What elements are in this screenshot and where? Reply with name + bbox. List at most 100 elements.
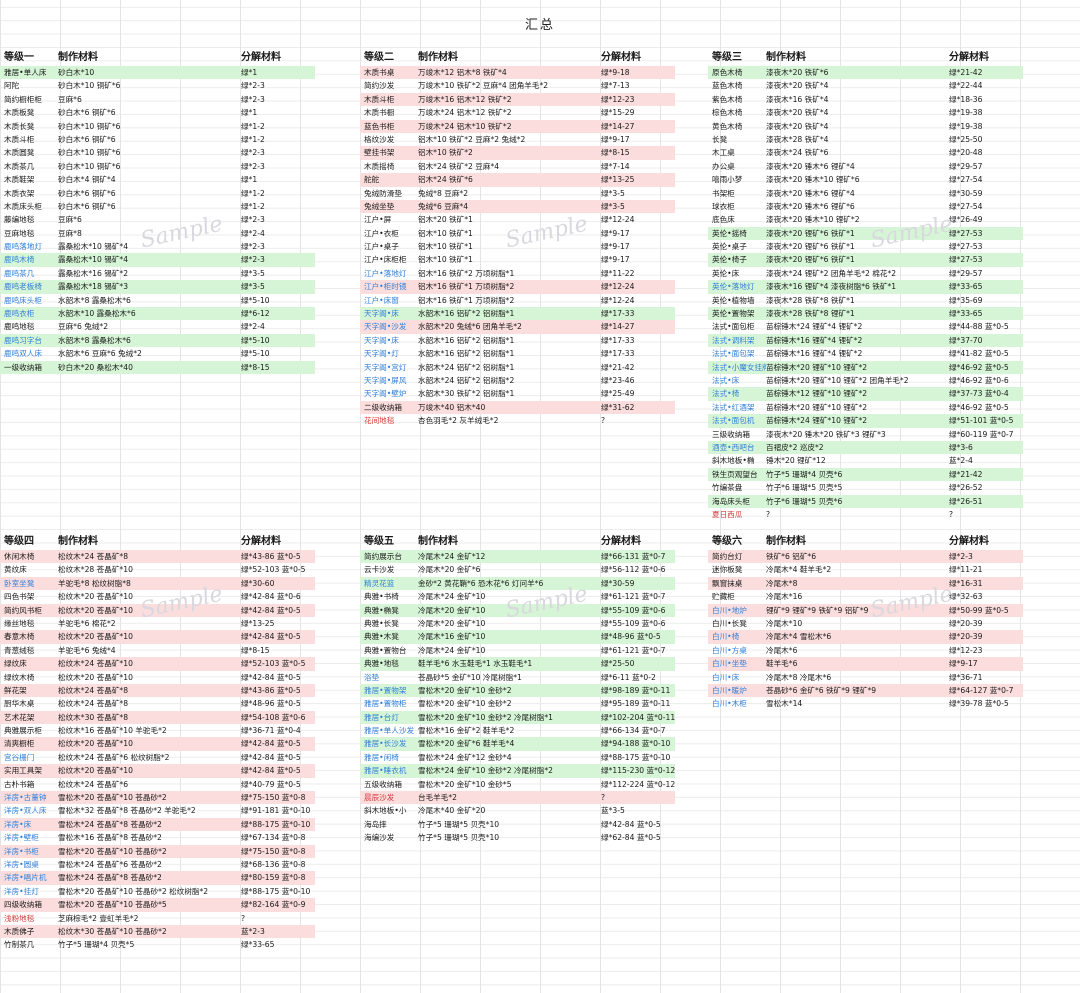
table-row[interactable]: 木质斗柜 砂白木*6 铜矿*6 绿*1-2 [0, 133, 315, 146]
table-row[interactable]: 木质长凳 砂白木*10 铜矿*6 绿*1-2 [0, 120, 315, 133]
table-row[interactable]: 英伦•床 漆夜木*24 锂矿*2 团角羊毛*2 棉花*2 绿*29-57 [708, 267, 1023, 280]
table-row[interactable]: 二级收纳箱 万竣木*40 铝木*40 绿*31-62 [360, 400, 675, 415]
table-row[interactable]: 天字阁•床 水韶木*16 铝矿*2 铝树脂*1 绿*17-33 [360, 334, 675, 347]
table-row[interactable]: 鹿鸣床头柜 水韶木*8 露桑松木*6 绿*5-10 [0, 294, 315, 307]
table-row[interactable]: 法式•调料架 苗棕锤木*16 锂矿*4 锂矿*2 绿*37-70 [708, 333, 1023, 348]
table-row[interactable]: 棕色木椅 漆夜木*20 铁矿*4 绿*19-38 [708, 106, 1023, 119]
table-row[interactable]: 英伦•落地灯 漆夜木*16 锂矿*4 漆夜树脂*6 铁矿*1 绿*33-65 [708, 280, 1023, 294]
table-row[interactable]: 四色书架 松纹木*20 苍晶矿*10 绿*42-84 蓝*0-6 [0, 590, 315, 603]
table-row[interactable]: 白川•木柜 雪松木*14 绿*39-78 蓝*0-5 [708, 697, 1023, 710]
table-row[interactable]: 江户•床柜柜 铝木*10 铁矿*1 绿*9-17 [360, 253, 675, 266]
table-row[interactable]: 英伦•植物墙 漆夜木*28 铁矿*8 铁矿*1 绿*35-69 [708, 294, 1023, 307]
table-row[interactable]: 法式•面包柜 苗棕锤木*24 锂矿*4 锂矿*2 绿*44-88 蓝*0-5 [708, 320, 1023, 333]
table-row[interactable]: 江户•床窗 铝木*16 铁矿*1 万顷树脂*2 绿*12-24 [360, 294, 675, 307]
table-row[interactable]: 艺术花架 松纹木*30 苍晶矿*8 绿*54-108 蓝*0-6 [0, 710, 315, 725]
table-row[interactable]: 休闲木椅 松纹木*24 苍晶矿*8 绿*43-86 蓝*0-5 [0, 550, 315, 564]
table-row[interactable]: 江户•柜时镜 铝木*16 铁矿*1 万顷树脂*2 绿*12-24 [360, 280, 675, 294]
table-row[interactable]: 一级收纳箱 砂白木*20 桑松木*40 绿*8-15 [0, 360, 315, 374]
table-row[interactable]: 壁挂书架 铝木*10 铁矿*2 绿*8-15 [360, 146, 675, 160]
table-row[interactable]: 英伦•置物架 漆夜木*28 铁矿*8 锂矿*1 绿*33-65 [708, 307, 1023, 321]
table-row[interactable]: 竹制茶几 竹子*5 珊瑚*4 贝壳*5 绿*33-65 [0, 938, 315, 951]
table-row[interactable]: 木质摇椅 铝木*24 铁矿*2 豆麻*4 绿*7-14 [360, 160, 675, 173]
table-row[interactable]: 五级收纳箱 雪松木*20 金矿*10 金砂*5 绿*112-224 蓝*0-12 [360, 778, 675, 791]
table-row[interactable]: 鹿鸣习字台 水韶木*8 露桑松木*6 绿*5-10 [0, 333, 315, 348]
table-row[interactable]: 原色木椅 漆夜木*20 铁矿*6 绿*21-42 [708, 66, 1023, 80]
table-row[interactable]: 嘻雨小梦 漆夜木*20 锤木*10 锂矿*6 绿*27-54 [708, 173, 1023, 186]
table-row[interactable]: 江户•屏 铝木*20 铁矿*1 绿*12-24 [360, 213, 675, 226]
table-row[interactable]: 简约风书柜 松纹木*20 苍晶矿*10 绿*42-84 蓝*0-5 [0, 603, 315, 617]
table-row[interactable]: 白川•坐垫 鞋羊毛*6 绿*9-17 [708, 657, 1023, 671]
table-row[interactable]: 鹿鸣落地灯 露桑松木*10 锡矿*4 绿*2-3 [0, 240, 315, 253]
table-row[interactable]: 简约台灯 铁矿*6 铝矿*6 绿*2-3 [708, 550, 1023, 564]
table-row[interactable]: 青葱绒毯 羊驼毛*6 兔绒*4 绿*8-15 [0, 644, 315, 657]
table-row[interactable]: 洋房•古董钟 雪松木*20 苍晶矿*10 苍晶砂*2 绿*75-150 蓝*0-8 [0, 791, 315, 805]
table-row[interactable]: 法式•红酒架 苗棕锤木*20 锂矿*10 锂矿*2 绿*46-92 蓝*0-5 [708, 401, 1023, 414]
table-row[interactable]: 天字阁•屏风 水韶木*24 铝矿*2 铝树脂*2 绿*23-46 [360, 374, 675, 387]
table-row[interactable]: 云卡沙发 冷尾木*20 金矿*6 绿*56-112 蓝*0-6 [360, 563, 675, 576]
table-row[interactable]: 雅居•长沙发 雪松木*20 金矿*6 鞋羊毛*4 绿*94-188 蓝*0-10 [360, 737, 675, 751]
table-row[interactable]: 洋房•双人床 雪松木*32 苍晶矿*8 苍晶砂*2 羊驼毛*2 绿*91-181 蓝… [0, 804, 315, 817]
table-row[interactable]: 绿纹床 松纹木*24 苍晶矿*10 绿*52-103 蓝*0-5 [0, 657, 315, 671]
table-row[interactable]: 木工桌 漆夜木*24 铁矿*6 绿*20-48 [708, 146, 1023, 159]
table-row[interactable]: 天字阁•灯 水韶木*16 铝矿*2 铝树脂*1 绿*17-33 [360, 347, 675, 360]
table-row[interactable]: 英伦•摇椅 漆夜木*20 锂矿*6 铁矿*1 绿*27-53 [708, 226, 1023, 241]
table-row[interactable]: 书架柜 漆夜木*20 锤木*6 锂矿*4 绿*30-59 [708, 187, 1023, 200]
table-row[interactable]: 典雅•长凳 冷尾木*20 金矿*10 绿*55-109 蓝*0-6 [360, 617, 675, 630]
table-row[interactable]: 江户•桌子 铝木*10 铁矿*1 绿*9-17 [360, 240, 675, 253]
table-row[interactable]: 铁生页观望台 竹子*5 珊瑚*4 贝壳*6 绿*21-42 [708, 467, 1023, 482]
table-row[interactable]: 舵舵 铝木*24 铁矿*6 绿*13-25 [360, 173, 675, 187]
table-row[interactable]: 夏日西瓜?? [708, 508, 1023, 521]
table-row[interactable]: 办公桌 漆夜木*20 锤木*6 锂矿*4 绿*29-57 [708, 160, 1023, 173]
table-row[interactable]: 鹿鸣木椅 露桑松木*10 锡矿*4 绿*2-3 [0, 253, 315, 267]
table-row[interactable]: 斜木地板•椭 锤木*20 锂矿*12 蓝*2-4 [708, 454, 1023, 467]
table-row[interactable]: 典雅•书椅 冷尾木*24 金矿*10 绿*61-121 蓝*0-7 [360, 590, 675, 603]
table-row[interactable]: 江户•衣柜 铝木*10 铁矿*1 绿*9-17 [360, 227, 675, 240]
table-row[interactable]: 竹编茶盘 竹子*6 珊瑚*5 贝壳*5 绿*26-52 [708, 481, 1023, 494]
table-row[interactable]: 黄纹床 松纹木*28 苍晶矿*10 绿*52-103 蓝*0-5 [0, 563, 315, 576]
table-row[interactable]: 清爽橱柜 松纹木*20 苍晶矿*10 绿*42-84 蓝*0-5 [0, 737, 315, 751]
table-row[interactable]: 鹿鸣衣柜 水韶木*10 露桑松木*6 绿*6-12 [0, 307, 315, 321]
table-row[interactable]: 精灵花篮 金砂*2 黄花鞘*6 恐木花*6 灯问羊*6 绿*30-59 [360, 576, 675, 591]
table-row[interactable]: 洋房•书柜 雪松木*20 苍晶矿*10 苍晶砂*2 绿*75-150 蓝*0-8 [0, 844, 315, 858]
table-row[interactable]: 藤编地毯 豆麻*6 绿*2-3 [0, 213, 315, 226]
table-row[interactable]: 法式•床 苗棕锤木*20 锂矿*10 锂矿*2 团角羊毛*2 绿*46-92 蓝*0… [708, 374, 1023, 387]
table-row[interactable]: 天字阁•宫灯 水韶木*24 铝矿*2 铝树脂*1 绿*21-42 [360, 361, 675, 374]
table-row[interactable]: 洋房•床 雪松木*24 苍晶矿*8 苍晶砂*2 绿*88-175 蓝*0-10 [0, 817, 315, 832]
table-row[interactable]: 海岛床头柜 竹子*6 珊瑚*5 贝壳*6 绿*26-51 [708, 494, 1023, 508]
table-row[interactable]: 春意木椅 松纹木*20 苍晶矿*10 绿*42-84 蓝*0-5 [0, 630, 315, 644]
table-row[interactable]: 江户•落地灯 铝木*16 铁矿*2 万顷树脂*1 绿*11-22 [360, 267, 675, 280]
table-row[interactable]: 木质鞋架 砂白木*4 铜矿*4 绿*1 [0, 173, 315, 186]
table-row[interactable]: 鲜花架 松纹木*24 苍晶矿*8 绿*43-86 蓝*0-5 [0, 683, 315, 698]
table-row[interactable]: 浴垫 苍晶砂*5 金矿*10 冷尾树脂*1 绿*6-11 蓝*0-2 [360, 671, 675, 684]
table-row[interactable]: 兔绒坐垫 兔绒*6 豆麻*4 绿*3-5 [360, 199, 675, 214]
table-row[interactable]: 典雅•置物台 冷尾木*24 金矿*10 绿*61-121 蓝*0-7 [360, 644, 675, 657]
table-row[interactable]: 典雅•木凳 冷尾木*16 金矿*10 绿*48-96 蓝*0-5 [360, 630, 675, 644]
table-row[interactable]: 木质书橱 万竣木*24 铝木*12 铁矿*2 绿*15-29 [360, 106, 675, 119]
table-row[interactable]: 飘窗抹桌 冷尾木*8 绿*16-31 [708, 576, 1023, 591]
table-row[interactable]: 典雅•地毯 鞋羊毛*6 水玉鞋毛*1 水玉鞋毛*1 绿*25-50 [360, 657, 675, 671]
table-row[interactable]: 法式•面包架 苗棕锤木*16 锂矿*4 锂矿*2 绿*41-82 蓝*0-5 [708, 347, 1023, 360]
table-row[interactable]: 酒壶•西吧台 百褶皮*2 巡皮*2 绿*3-6 [708, 440, 1023, 455]
table-row[interactable]: 天字阁•壁炉 水韶木*30 铁矿*2 铝树脂*1 绿*25-49 [360, 387, 675, 400]
table-row[interactable]: 鹿鸣老板椅 露桑松木*18 锡矿*3 绿*3-5 [0, 280, 315, 294]
table-row[interactable]: 木质斗柜 万竣木*16 铝木*12 铁矿*2 绿*12-23 [360, 92, 675, 107]
table-row[interactable]: 海岛摔 竹子*5 珊瑚*5 贝壳*10 绿*42-84 蓝*0-5 [360, 818, 675, 831]
table-row[interactable]: 绿纹木椅 松纹木*20 苍晶矿*10 绿*42-84 蓝*0-5 [0, 671, 315, 684]
table-row[interactable]: 晨辰沙发 台毛羊毛*2? [360, 791, 675, 805]
table-row[interactable]: 白川•椅 冷尾木*4 雪松木*6 绿*20-39 [708, 630, 1023, 644]
table-row[interactable]: 雅居•台灯 雪松木*20 金矿*10 金砂*2 冷尾树脂*1 绿*102-204 蓝… [360, 710, 675, 725]
table-row[interactable]: 木质板凳 砂白木*6 铜矿*6 绿*1 [0, 106, 315, 119]
table-row[interactable]: 宫谷栅门 松纹木*24 苍晶矿*6 松纹树脂*2 绿*42-84 蓝*0-5 [0, 751, 315, 764]
table-row[interactable]: 长凳 漆夜木*28 铁矿*4 绿*25-50 [708, 133, 1023, 146]
table-row[interactable]: 天字阁•床 水韶木*16 铝矿*2 铝树脂*1 绿*17-33 [360, 307, 675, 321]
table-row[interactable]: 白川•方桌 冷尾木*6 绿*12-23 [708, 644, 1023, 657]
table-row[interactable]: 鹿鸣茶几 露桑松木*16 锡矿*2 绿*3-5 [0, 267, 315, 280]
table-row[interactable]: 格纹沙发 铝木*10 铁矿*2 豆麻*2 兔绒*2 绿*9-17 [360, 133, 675, 146]
table-row[interactable]: 白川•床 冷尾木*8 冷尾木*6 绿*36-71 [708, 671, 1023, 684]
table-row[interactable]: 阿陀 砂白木*10 铜矿*6 绿*2-3 [0, 79, 315, 92]
table-row[interactable]: 雅居•置物柜 雪松木*20 金矿*10 金砂*2 绿*95-189 蓝*0-11 [360, 697, 675, 710]
table-row[interactable]: 斜木地板•小 冷尾木*40 金矿*20 蓝*3-5 [360, 804, 675, 817]
table-row[interactable]: 英伦•椅子 漆夜木*20 锂矿*6 铁矿*1 绿*27-53 [708, 253, 1023, 267]
table-row[interactable]: 法式•椅 苗棕锤木*12 锂矿*10 锂矿*2 绿*37-73 蓝*0-4 [708, 387, 1023, 401]
table-row[interactable]: 木质圆凳 砂白木*10 铜矿*6 绿*2-3 [0, 146, 315, 159]
